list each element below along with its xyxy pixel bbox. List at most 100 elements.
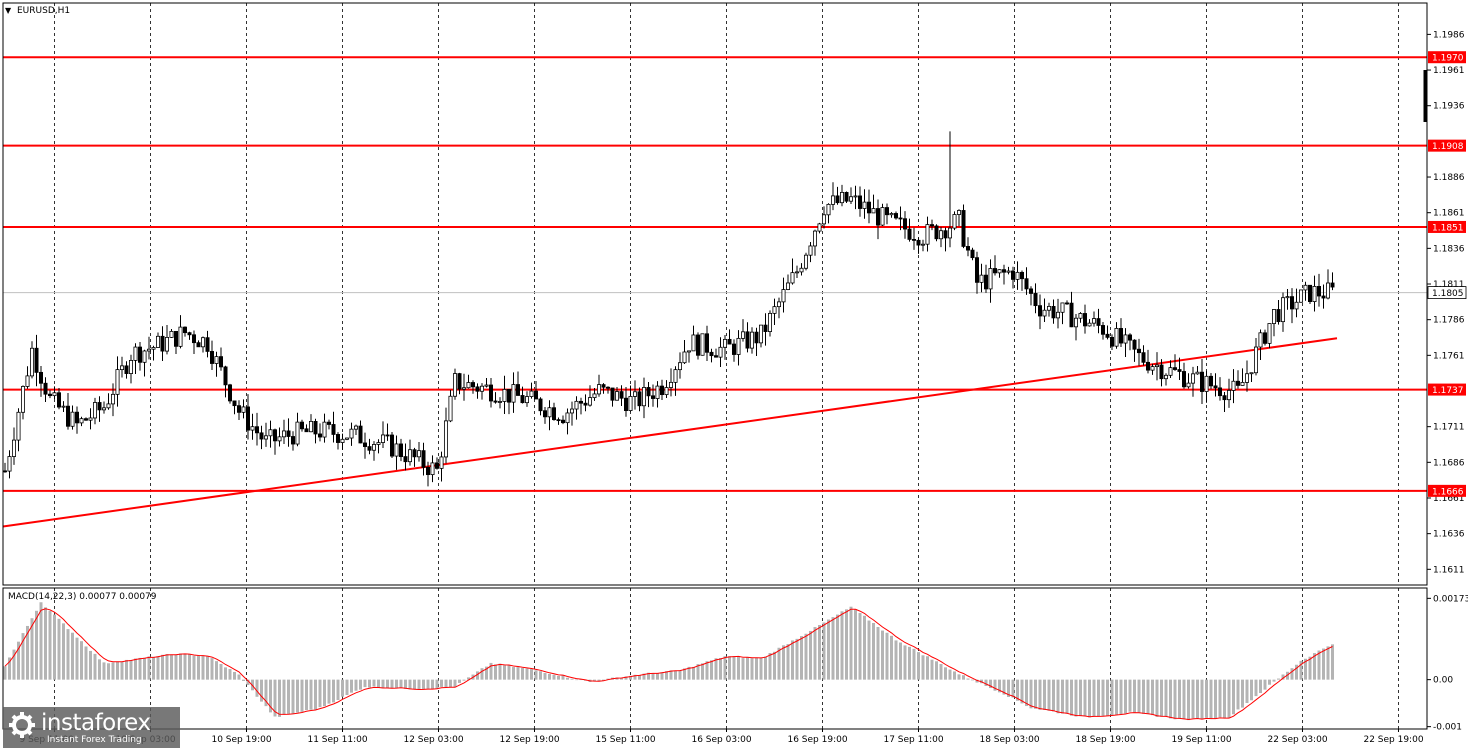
- candle-body: [858, 195, 863, 209]
- macd-bar: [993, 679, 997, 691]
- macd-bar: [1142, 679, 1145, 714]
- candle-body: [133, 346, 138, 361]
- macd-bar: [732, 656, 736, 680]
- macd-bar: [557, 675, 560, 680]
- macd-bar: [246, 679, 250, 686]
- candle-body: [1209, 375, 1214, 387]
- macd-bar: [341, 679, 344, 697]
- symbol-triangle-icon[interactable]: ▼: [5, 6, 12, 15]
- macd-bar: [1277, 678, 1280, 680]
- candle-body: [227, 384, 232, 402]
- macd-bar: [143, 657, 146, 680]
- candle-body: [1294, 301, 1299, 310]
- price-tick-label: 1.1811: [1433, 280, 1465, 290]
- macd-bar: [975, 679, 979, 683]
- candle-body: [1290, 296, 1295, 310]
- candle-body: [182, 326, 187, 334]
- horizontal-levels: [3, 56, 1427, 492]
- macd-bar: [305, 679, 308, 711]
- price-tick-label: 1.1986: [1433, 30, 1465, 40]
- candle-body: [236, 405, 241, 413]
- candle-body: [502, 389, 507, 402]
- candle-body: [286, 430, 291, 437]
- candle-body: [700, 333, 705, 356]
- macd-bar: [359, 679, 362, 690]
- candle-body: [218, 356, 223, 368]
- macd-bar: [602, 679, 605, 681]
- candle-body: [1141, 352, 1146, 363]
- macd-bar: [1115, 679, 1118, 715]
- candle-body: [795, 271, 800, 274]
- macd-bar: [894, 640, 898, 680]
- macd-bar: [521, 668, 524, 680]
- candle-body: [1204, 375, 1209, 392]
- macd-bar: [885, 632, 889, 680]
- candle-body: [903, 218, 908, 230]
- candle-body: [39, 371, 44, 384]
- macd-bar: [44, 607, 47, 680]
- candle-body: [1222, 395, 1227, 401]
- chart-frame: [2, 2, 1428, 730]
- candle-body: [885, 207, 890, 216]
- candle-body: [340, 438, 345, 443]
- macd-bar: [1322, 648, 1325, 680]
- macd-bar: [647, 672, 650, 680]
- macd-bar: [710, 660, 713, 680]
- macd-bar: [287, 679, 290, 714]
- candle-body: [867, 201, 872, 214]
- candle-body: [520, 395, 525, 404]
- candle-body: [579, 400, 584, 404]
- macd-bar: [386, 679, 389, 688]
- candle-body: [466, 382, 471, 389]
- macd-bar: [494, 664, 497, 680]
- candle-body: [952, 214, 957, 229]
- candle-body: [862, 201, 867, 209]
- candle-body: [957, 210, 962, 215]
- candle-body: [277, 436, 282, 442]
- candle-body: [534, 390, 539, 400]
- candle-body: [682, 351, 687, 364]
- candle-body: [826, 203, 831, 216]
- level-tag-label: 1.1737: [1432, 386, 1464, 396]
- macd-bar: [453, 679, 457, 688]
- candle-body: [79, 418, 84, 424]
- macd-bar: [1299, 660, 1303, 680]
- macd-bar: [872, 622, 875, 680]
- macd-bar: [1304, 658, 1307, 680]
- candle-body: [732, 343, 737, 355]
- macd-bar: [912, 648, 916, 680]
- macd-bar: [606, 678, 610, 680]
- candle-body: [1308, 284, 1313, 303]
- candle-body: [1191, 373, 1196, 384]
- macd-bar: [152, 657, 155, 680]
- candle-body: [997, 269, 1002, 274]
- macd-bar: [485, 666, 488, 680]
- candle-body: [961, 210, 966, 247]
- macd-bar: [269, 679, 272, 713]
- macd-bar: [327, 679, 331, 704]
- macd-bar: [881, 630, 884, 680]
- macd-bar: [498, 663, 502, 680]
- macd-pane-frame: [2, 587, 1428, 730]
- time-tick-label: 12 Sep 03:00: [403, 735, 463, 745]
- macd-bar: [476, 671, 479, 680]
- candle-body: [1173, 367, 1178, 370]
- macd-bar: [368, 679, 371, 688]
- macd-bar: [147, 656, 151, 680]
- macd-bar: [1146, 679, 1150, 715]
- candle-body: [376, 442, 381, 445]
- macd-bar: [480, 668, 484, 680]
- candle-body: [511, 384, 516, 403]
- macd-bar: [543, 673, 547, 680]
- candle-body: [1011, 270, 1016, 280]
- candle-body: [106, 403, 111, 409]
- macd-bar: [1061, 679, 1064, 714]
- macd-bar: [1254, 679, 1258, 697]
- macd-bar: [930, 659, 934, 680]
- candle-body: [484, 384, 489, 387]
- macd-bar: [1218, 679, 1222, 718]
- candle-body: [151, 347, 156, 350]
- candle-body: [1047, 306, 1052, 311]
- macd-bar: [836, 614, 839, 680]
